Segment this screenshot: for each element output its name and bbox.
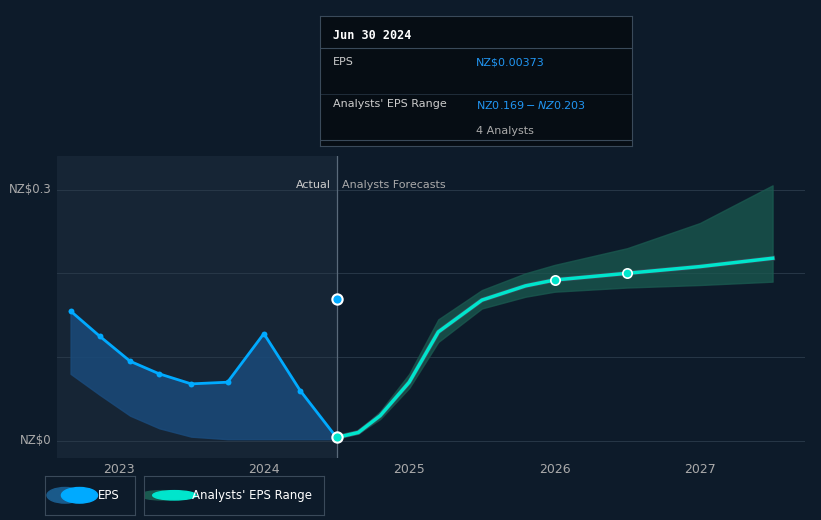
Circle shape <box>47 488 83 503</box>
Point <box>124 357 137 366</box>
Point <box>548 276 561 284</box>
Text: Analysts' EPS Range: Analysts' EPS Range <box>333 99 447 109</box>
Text: NZ$0.3: NZ$0.3 <box>9 183 52 196</box>
Point <box>64 307 77 315</box>
Point <box>185 380 198 388</box>
Bar <box>57 156 337 458</box>
Point <box>257 330 270 338</box>
Circle shape <box>62 488 98 503</box>
Text: Analysts Forecasts: Analysts Forecasts <box>342 180 446 190</box>
Text: Jun 30 2024: Jun 30 2024 <box>333 29 411 42</box>
Point <box>330 433 343 441</box>
Point <box>621 269 634 278</box>
Text: Analysts' EPS Range: Analysts' EPS Range <box>192 489 313 502</box>
Text: NZ$0.00373: NZ$0.00373 <box>476 57 545 67</box>
Text: 4 Analysts: 4 Analysts <box>476 126 534 136</box>
Point <box>294 386 307 395</box>
Circle shape <box>153 491 196 500</box>
Text: NZ$0: NZ$0 <box>20 434 52 447</box>
Point <box>330 295 343 303</box>
Text: Actual: Actual <box>296 180 331 190</box>
Point <box>221 378 234 386</box>
Text: EPS: EPS <box>333 57 354 67</box>
Point <box>153 370 166 378</box>
Point <box>93 332 106 340</box>
Text: NZ$0.169 - NZ$0.203: NZ$0.169 - NZ$0.203 <box>476 99 586 111</box>
Circle shape <box>140 491 183 500</box>
Text: EPS: EPS <box>98 489 119 502</box>
